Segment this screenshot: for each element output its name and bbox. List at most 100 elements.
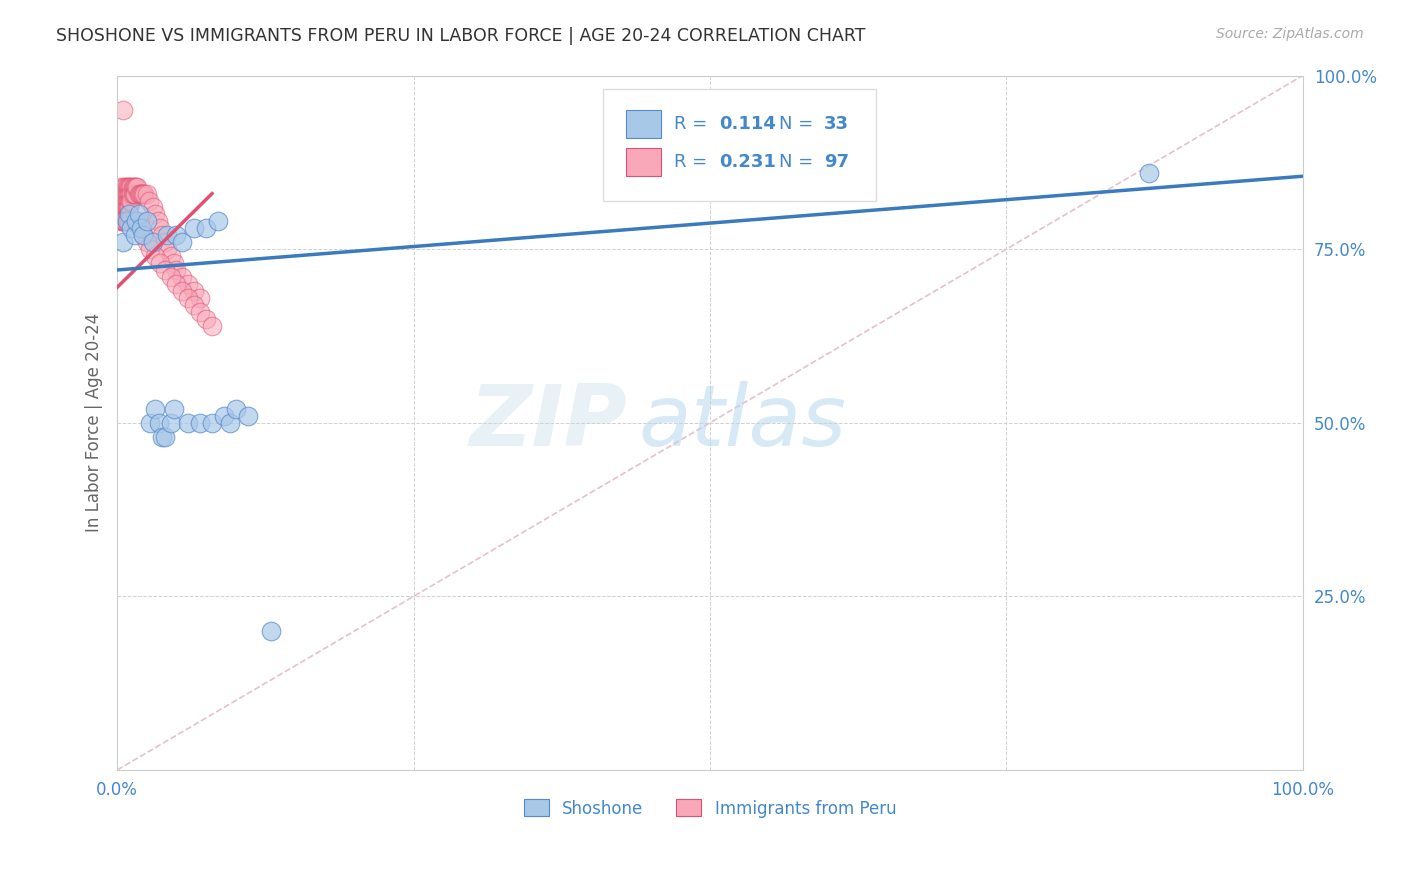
Point (111, 214, 134, 228)
Legend: Shoshone, Immigrants from Peru: Shoshone, Immigrants from Peru (517, 793, 903, 824)
Point (236, 409, 259, 423)
Point (159, 249, 181, 263)
Text: SHOSHONE VS IMMIGRANTS FROM PERU IN LABOR FORCE | AGE 20-24 CORRELATION CHART: SHOSHONE VS IMMIGRANTS FROM PERU IN LABO… (56, 27, 866, 45)
Point (111, 186, 134, 201)
Point (172, 284, 194, 298)
Point (118, 186, 141, 201)
Point (149, 221, 172, 235)
Point (201, 318, 224, 333)
Point (132, 186, 155, 201)
Point (129, 186, 152, 201)
Point (166, 277, 188, 291)
Point (129, 221, 152, 235)
Point (112, 186, 135, 201)
Point (225, 401, 247, 416)
Point (148, 416, 170, 430)
Point (177, 291, 200, 305)
Point (128, 207, 150, 221)
Point (110, 194, 132, 208)
FancyBboxPatch shape (603, 89, 876, 201)
FancyBboxPatch shape (626, 148, 661, 177)
Point (129, 221, 152, 235)
Point (131, 186, 153, 201)
Point (150, 430, 173, 444)
Point (153, 235, 176, 250)
Point (122, 179, 145, 194)
Point (135, 186, 157, 201)
Point (118, 194, 141, 208)
Point (166, 228, 188, 243)
Point (117, 201, 139, 215)
Text: 0.114: 0.114 (720, 115, 776, 133)
Point (150, 228, 173, 243)
Point (156, 242, 179, 256)
Point (111, 207, 134, 221)
Point (117, 214, 139, 228)
Point (108, 201, 131, 215)
Point (114, 214, 136, 228)
Point (201, 416, 224, 430)
Point (115, 214, 138, 228)
Point (163, 401, 186, 416)
Point (183, 298, 205, 312)
Point (128, 214, 150, 228)
Point (112, 214, 135, 228)
Point (118, 201, 141, 215)
Point (142, 201, 165, 215)
Point (207, 214, 229, 228)
Point (159, 416, 181, 430)
Point (1137, 166, 1160, 180)
Point (125, 214, 148, 228)
Point (117, 194, 139, 208)
Text: 0.231: 0.231 (720, 153, 776, 171)
Point (112, 201, 135, 215)
Text: R =: R = (675, 153, 713, 171)
Point (183, 284, 205, 298)
Point (114, 207, 136, 221)
Point (120, 194, 142, 208)
Point (134, 186, 156, 201)
Point (115, 201, 138, 215)
Point (177, 416, 200, 430)
Point (132, 228, 155, 243)
Point (135, 214, 157, 228)
FancyBboxPatch shape (626, 111, 661, 138)
Point (143, 401, 166, 416)
Point (172, 269, 194, 284)
Point (218, 416, 240, 430)
Point (128, 186, 150, 201)
Point (112, 103, 135, 118)
Point (112, 194, 135, 208)
Text: Source: ZipAtlas.com: Source: ZipAtlas.com (1216, 27, 1364, 41)
Point (120, 221, 142, 235)
Point (124, 186, 146, 201)
Point (120, 194, 142, 208)
Point (143, 207, 166, 221)
Point (114, 194, 136, 208)
Point (110, 214, 132, 228)
Point (112, 214, 135, 228)
Point (125, 179, 148, 194)
Text: N =: N = (779, 115, 818, 133)
Point (114, 186, 136, 201)
Point (112, 186, 135, 201)
Point (149, 256, 172, 270)
Point (212, 409, 235, 423)
Point (114, 179, 136, 194)
Point (166, 263, 188, 277)
Point (142, 235, 165, 250)
Point (146, 214, 169, 228)
Point (111, 201, 134, 215)
Point (112, 194, 135, 208)
Point (159, 269, 181, 284)
Point (120, 179, 142, 194)
Point (115, 179, 138, 194)
Point (118, 214, 141, 228)
Point (120, 186, 142, 201)
Point (115, 186, 138, 201)
Text: 97: 97 (824, 153, 849, 171)
Point (188, 304, 211, 318)
Point (115, 207, 138, 221)
Point (117, 186, 139, 201)
Point (121, 179, 143, 194)
